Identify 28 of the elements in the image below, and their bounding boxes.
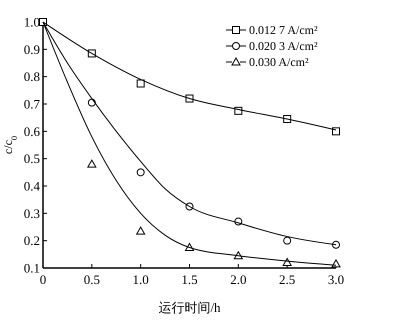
legend-label: 0.020 3 A/cm² — [249, 39, 318, 54]
x-tick-label: 0 — [40, 272, 46, 287]
x-tick-label: 2.0 — [230, 272, 246, 287]
y-tick-label: 0.7 — [24, 96, 40, 112]
x-axis-title: 运行时间/h — [158, 300, 222, 315]
point — [136, 226, 146, 235]
y-tick-label: 0.9 — [24, 42, 40, 57]
y-tick-label: 0.8 — [24, 69, 40, 84]
legend-label: 0.030 A/cm² — [249, 55, 309, 70]
legend-label: 0.012 7 A/cm² — [249, 23, 318, 38]
point — [332, 127, 340, 136]
y-tick-label: 0.4 — [24, 178, 40, 194]
point — [87, 160, 96, 168]
y-tick-label: 0.3 — [24, 206, 40, 221]
y-tick-label: 0.6 — [24, 124, 40, 139]
point — [283, 236, 292, 245]
point — [332, 240, 340, 249]
x-tick-label: 2.5 — [279, 272, 296, 287]
y-tick-label: 0.5 — [24, 151, 40, 166]
y-tick-label: 0.1 — [24, 260, 40, 276]
point — [136, 80, 145, 88]
x-tick-label: 0.5 — [84, 272, 100, 287]
x-tick-label: 1.5 — [181, 272, 198, 287]
x-tick-label: 3.0 — [328, 272, 344, 287]
point — [332, 259, 340, 268]
point — [136, 168, 145, 176]
x-tick-label: 1.0 — [132, 272, 149, 287]
y-tick-label: 0.2 — [24, 233, 40, 248]
